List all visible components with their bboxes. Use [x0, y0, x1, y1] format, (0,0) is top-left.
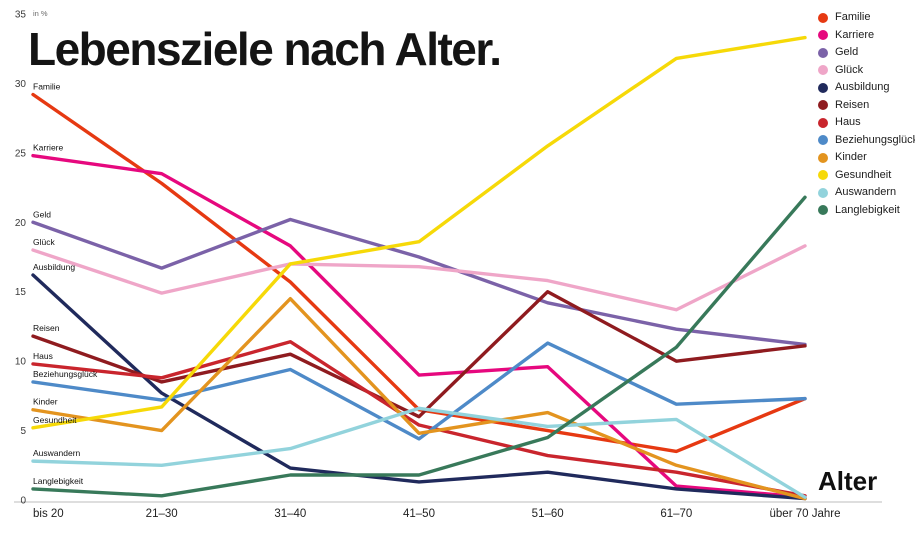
series-start-label-geld: Geld [33, 209, 51, 219]
legend-item-beziehungsgluck: Beziehungsglück [818, 133, 915, 146]
legend-label: Haus [835, 116, 861, 128]
series-start-label-langlebigkeit: Langlebigkeit [33, 476, 84, 486]
legend-label: Langlebigkeit [835, 203, 900, 216]
series-line-auswandern [31, 406, 807, 499]
x-axis-title: Alter [818, 466, 878, 496]
legend: Familie Karriere Geld Glück Ausbildung Reisen… [818, 12, 915, 216]
series-line-reisen [31, 290, 807, 419]
legend-label: Geld [835, 46, 859, 58]
series-line-karriere [31, 153, 807, 499]
series-line-ausbildung [31, 273, 807, 501]
legend-label: Glück [835, 63, 864, 76]
legend-swatch-auswandern [818, 187, 828, 198]
series-line-haus [31, 340, 807, 498]
series-line-kinder [31, 296, 807, 501]
series-start-label-kinder: Kinder [33, 397, 58, 407]
y-tick-label: 0 [20, 496, 26, 507]
legend-item-familie: Familie [818, 12, 915, 23]
legend-item-gesundheit: Gesundheit [818, 168, 915, 181]
legend-item-kinder: Kinder [818, 152, 915, 163]
y-tick-label: 15 [15, 287, 27, 298]
series-start-label-auswandern: Auswandern [33, 448, 81, 458]
x-tick-label: über 70 Jahre [770, 508, 841, 520]
y-tick-label: 5 [20, 426, 26, 437]
legend-swatch-gluck [818, 65, 828, 75]
legend-swatch-kinder [818, 152, 828, 163]
y-tick-label: 20 [15, 218, 27, 229]
legend-item-ausbildung: Ausbildung [818, 82, 915, 93]
x-tick-label: bis 20 [33, 508, 64, 520]
series-line-gluck [31, 244, 807, 312]
legend-label: Kinder [835, 151, 867, 163]
x-tick-label: 51–60 [532, 508, 564, 520]
legend-swatch-haus [818, 117, 828, 128]
y-axis-unit-label: in % [33, 9, 48, 18]
x-tick-label: 61–70 [660, 508, 692, 520]
legend-item-haus: Haus [818, 117, 915, 128]
series-start-label-haus: Haus [33, 351, 53, 361]
series-line-geld [31, 217, 807, 347]
legend-item-karriere: Karriere [818, 28, 915, 41]
legend-swatch-karriere [818, 30, 828, 40]
legend-item-auswandern: Auswandern [818, 187, 915, 198]
legend-swatch-geld [818, 47, 828, 58]
legend-label: Karriere [835, 28, 875, 41]
legend-label: Reisen [835, 98, 870, 111]
series-line-gesundheit [31, 35, 807, 430]
y-tick-label: 10 [15, 357, 27, 368]
series-start-label-gluck: Glück [33, 237, 55, 247]
series-line-beziehungsgluck [31, 341, 807, 441]
legend-swatch-ausbildung [818, 82, 828, 93]
series-line-langlebigkeit [31, 195, 807, 498]
legend-item-reisen: Reisen [818, 98, 915, 111]
series-start-label-gesundheit: Gesundheit [33, 415, 77, 425]
series-start-label-karriere: Karriere [33, 143, 64, 153]
y-tick-label: 30 [15, 79, 27, 90]
y-tick-label: 25 [15, 148, 27, 159]
series-start-label-ausbildung: Ausbildung [33, 262, 75, 272]
legend-swatch-langlebigkeit [818, 205, 828, 215]
legend-item-gluck: Glück [818, 63, 915, 76]
legend-item-geld: Geld [818, 47, 915, 58]
y-tick-label: 35 [15, 10, 27, 21]
legend-label: Ausbildung [835, 81, 890, 93]
series-start-label-beziehungsgluck: Beziehungsglück [33, 369, 98, 379]
legend-swatch-beziehungsgluck [818, 135, 828, 145]
legend-label: Gesundheit [835, 168, 892, 181]
legend-label: Familie [835, 11, 871, 23]
series-start-label-reisen: Reisen [33, 323, 60, 333]
x-tick-label: 31–40 [274, 508, 306, 520]
legend-item-langlebigkeit: Langlebigkeit [818, 203, 915, 216]
legend-label: Auswandern [835, 186, 897, 198]
legend-label: Beziehungsglück [835, 133, 915, 146]
legend-swatch-gesundheit [818, 170, 828, 180]
x-tick-label: 41–50 [403, 508, 435, 520]
x-tick-label: 21–30 [146, 508, 178, 520]
legend-swatch-familie [818, 12, 828, 23]
series-start-label-familie: Familie [33, 82, 61, 92]
chart-title: Lebensziele nach Alter. [28, 23, 502, 75]
legend-swatch-reisen [818, 100, 828, 110]
